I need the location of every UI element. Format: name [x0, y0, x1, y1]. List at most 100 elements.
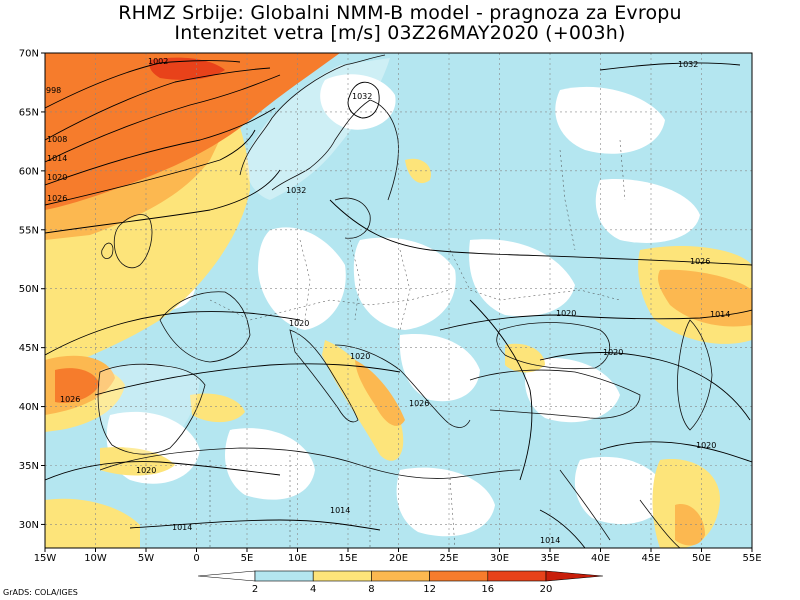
border-line — [559, 139, 626, 251]
lon-tick-label: 0 — [193, 553, 199, 564]
lon-tick-label: 55E — [742, 553, 761, 564]
very-strong-wind-zone — [149, 57, 225, 80]
lat-tick-label: 45N — [19, 343, 39, 354]
isobar-label: 1020 — [289, 319, 309, 328]
isobar-label: 1032 — [678, 60, 698, 69]
coastline-france — [159, 291, 251, 363]
isobar-label: 1026 — [47, 194, 67, 203]
border-line — [209, 455, 456, 549]
legend-swatch — [487, 570, 547, 582]
legend-swatch — [312, 570, 372, 582]
legend-label: 8 — [368, 584, 374, 595]
legend-arrow-high — [545, 570, 604, 582]
legend-label: 12 — [423, 584, 436, 595]
isobar-label: 1032 — [352, 92, 372, 101]
border-line — [299, 239, 411, 331]
lat-tick-label: 40N — [19, 402, 39, 413]
coastline-turkey — [469, 369, 641, 419]
isobar-label: 1008 — [47, 135, 67, 144]
grads-credit: GrADS: COLA/IGES — [3, 588, 78, 597]
strong-wind-zone — [45, 53, 340, 210]
lon-tick-label: 15W — [34, 553, 57, 564]
lat-tick-label: 60N — [19, 166, 39, 177]
lat-tick-label: 30N — [19, 520, 39, 531]
lon-tick-label: 15E — [338, 553, 357, 564]
moderate-wind-zone — [405, 158, 431, 184]
wind-speed-fill — [45, 53, 752, 548]
isobar-line — [539, 352, 751, 421]
isobar-line — [469, 299, 533, 481]
isobar-line — [45, 74, 281, 163]
isobar-label: 998 — [46, 86, 61, 95]
chart-title: RHMZ Srbije: Globalni NMM-B model - prag… — [118, 2, 682, 24]
isobar-label: 1014 — [172, 523, 192, 532]
isobar-line — [45, 129, 256, 206]
isobar-label: 1026 — [690, 257, 710, 266]
isobar-label: 1032 — [286, 186, 306, 195]
legend-swatch — [429, 570, 489, 582]
coastline-scandinavia — [239, 54, 399, 201]
legend-label: 4 — [310, 584, 316, 595]
isobar-label: 1020 — [696, 441, 716, 450]
lat-tick-label: 65N — [19, 107, 39, 118]
isobar-label: 1014 — [47, 154, 67, 163]
calm-zone — [595, 179, 700, 243]
moderate-wind-zone — [322, 340, 404, 461]
legend-label: 2 — [252, 584, 258, 595]
isobar-label: 1026 — [60, 395, 80, 404]
legend-label: 20 — [540, 584, 553, 595]
isobar-label: 1020 — [603, 348, 623, 357]
coastline-iberia — [97, 363, 206, 455]
calm-zone — [353, 237, 456, 330]
land-fill — [95, 58, 390, 455]
calm-zone — [555, 86, 665, 154]
calm-zone — [574, 456, 668, 525]
isobar-line — [45, 311, 301, 356]
scandinavia — [245, 58, 390, 200]
lon-tick-label: 40E — [591, 553, 610, 564]
calm-zone — [258, 227, 346, 330]
iberia — [95, 363, 200, 455]
moderate-wind-zone — [190, 393, 245, 423]
coastlines — [97, 54, 713, 548]
isobar-label: 1026 — [409, 399, 429, 408]
chart-subtitle: Intenzitet vetra [m/s] 03Z26MAY2020 (+00… — [174, 22, 626, 44]
isobar-label: 1014 — [540, 536, 560, 545]
fresh-wind-zone — [658, 269, 752, 327]
isobar-label: 1002 — [148, 57, 168, 66]
isobar-line — [439, 309, 752, 331]
isobar-line — [129, 519, 381, 531]
isobar-line — [45, 169, 281, 234]
lon-tick-label: 10W — [84, 553, 107, 564]
lon-tick-label: 45E — [641, 553, 660, 564]
color-legend: 2 4 8 12 16 20 — [197, 570, 604, 595]
coastline-north-africa — [99, 447, 521, 479]
calm-zone — [225, 428, 315, 500]
isobar-line — [347, 81, 380, 119]
isobar-label: 1020 — [350, 352, 370, 361]
lon-tick-label: 35E — [540, 553, 559, 564]
coastline-black-sea — [496, 322, 610, 370]
calm-zone — [396, 467, 495, 537]
fresh-wind-zone — [355, 360, 405, 426]
legend-label: 16 — [481, 584, 494, 595]
isobar-label: 1020 — [556, 309, 576, 318]
isobar-line — [45, 67, 271, 141]
legend-swatch — [371, 570, 430, 582]
legend-swatch — [254, 570, 314, 582]
isobar-label: 1014 — [710, 310, 730, 319]
isobar-label: 1014 — [330, 506, 350, 515]
lon-tick-label: 30E — [490, 553, 509, 564]
coastline-italy — [289, 329, 359, 423]
isobar-line — [45, 60, 241, 109]
lon-tick-label: 10E — [288, 553, 307, 564]
isobar-line — [94, 363, 401, 396]
isobar-label: 1020 — [47, 173, 67, 182]
coastline-caspian — [677, 319, 713, 431]
legend-arrow-low — [197, 570, 256, 582]
lon-tick-label: 20E — [389, 553, 408, 564]
lat-tick-label: 55N — [19, 225, 39, 236]
isobar-line — [539, 509, 586, 548]
isobar-line — [45, 107, 276, 186]
lon-tick-label: 50E — [692, 553, 711, 564]
